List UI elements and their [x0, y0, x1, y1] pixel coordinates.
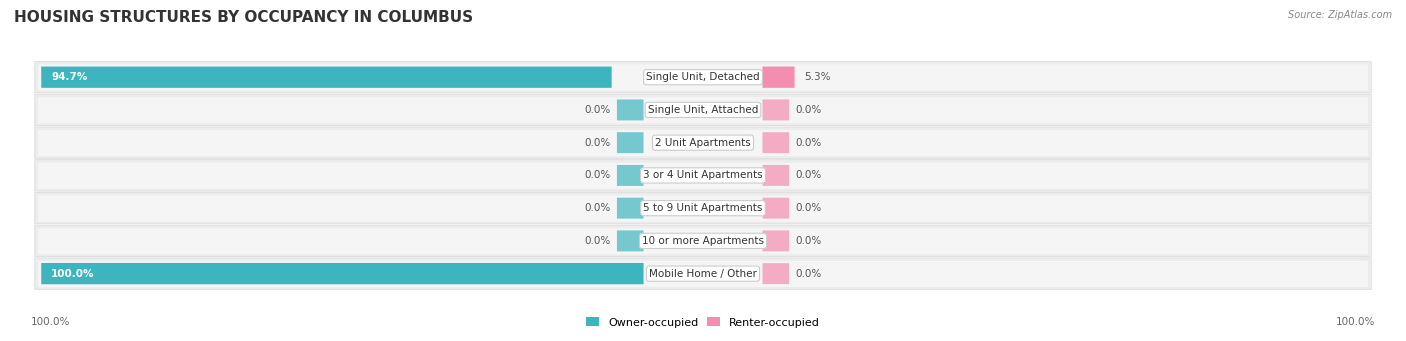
FancyBboxPatch shape — [762, 165, 789, 186]
FancyBboxPatch shape — [35, 94, 1371, 125]
Text: 0.0%: 0.0% — [796, 170, 823, 180]
Text: 0.0%: 0.0% — [583, 236, 610, 246]
Text: 10 or more Apartments: 10 or more Apartments — [643, 236, 763, 246]
FancyBboxPatch shape — [617, 165, 644, 186]
FancyBboxPatch shape — [38, 195, 1368, 222]
FancyBboxPatch shape — [38, 97, 1368, 123]
FancyBboxPatch shape — [38, 261, 1368, 287]
FancyBboxPatch shape — [38, 130, 1368, 156]
FancyBboxPatch shape — [617, 100, 644, 120]
Text: 94.7%: 94.7% — [51, 72, 87, 82]
Text: 0.0%: 0.0% — [796, 105, 823, 115]
Text: 100.0%: 100.0% — [1336, 317, 1375, 327]
Text: 5 to 9 Unit Apartments: 5 to 9 Unit Apartments — [644, 203, 762, 213]
Text: 0.0%: 0.0% — [583, 138, 610, 148]
FancyBboxPatch shape — [35, 225, 1371, 256]
Text: 0.0%: 0.0% — [583, 105, 610, 115]
FancyBboxPatch shape — [41, 263, 644, 284]
Text: 2 Unit Apartments: 2 Unit Apartments — [655, 138, 751, 148]
FancyBboxPatch shape — [762, 66, 794, 88]
Text: Single Unit, Detached: Single Unit, Detached — [647, 72, 759, 82]
FancyBboxPatch shape — [617, 132, 644, 153]
FancyBboxPatch shape — [762, 198, 789, 219]
FancyBboxPatch shape — [38, 228, 1368, 254]
Text: 0.0%: 0.0% — [583, 170, 610, 180]
FancyBboxPatch shape — [35, 127, 1371, 158]
Text: 5.3%: 5.3% — [804, 72, 831, 82]
FancyBboxPatch shape — [762, 100, 789, 120]
FancyBboxPatch shape — [35, 61, 1371, 93]
FancyBboxPatch shape — [762, 231, 789, 251]
Legend: Owner-occupied, Renter-occupied: Owner-occupied, Renter-occupied — [581, 313, 825, 332]
Text: Mobile Home / Other: Mobile Home / Other — [650, 269, 756, 279]
FancyBboxPatch shape — [35, 192, 1371, 224]
FancyBboxPatch shape — [762, 263, 789, 284]
Text: 0.0%: 0.0% — [796, 236, 823, 246]
Text: Source: ZipAtlas.com: Source: ZipAtlas.com — [1288, 10, 1392, 20]
FancyBboxPatch shape — [762, 132, 789, 153]
Text: 100.0%: 100.0% — [51, 269, 94, 279]
FancyBboxPatch shape — [38, 64, 1368, 91]
Text: Single Unit, Attached: Single Unit, Attached — [648, 105, 758, 115]
FancyBboxPatch shape — [41, 66, 612, 88]
Text: 0.0%: 0.0% — [796, 138, 823, 148]
FancyBboxPatch shape — [617, 231, 644, 251]
FancyBboxPatch shape — [35, 160, 1371, 191]
FancyBboxPatch shape — [35, 258, 1371, 289]
Text: 0.0%: 0.0% — [796, 269, 823, 279]
FancyBboxPatch shape — [617, 198, 644, 219]
FancyBboxPatch shape — [38, 163, 1368, 189]
Text: 3 or 4 Unit Apartments: 3 or 4 Unit Apartments — [643, 170, 763, 180]
Text: 0.0%: 0.0% — [796, 203, 823, 213]
Text: 100.0%: 100.0% — [31, 317, 70, 327]
Text: 0.0%: 0.0% — [583, 203, 610, 213]
Text: HOUSING STRUCTURES BY OCCUPANCY IN COLUMBUS: HOUSING STRUCTURES BY OCCUPANCY IN COLUM… — [14, 10, 474, 25]
